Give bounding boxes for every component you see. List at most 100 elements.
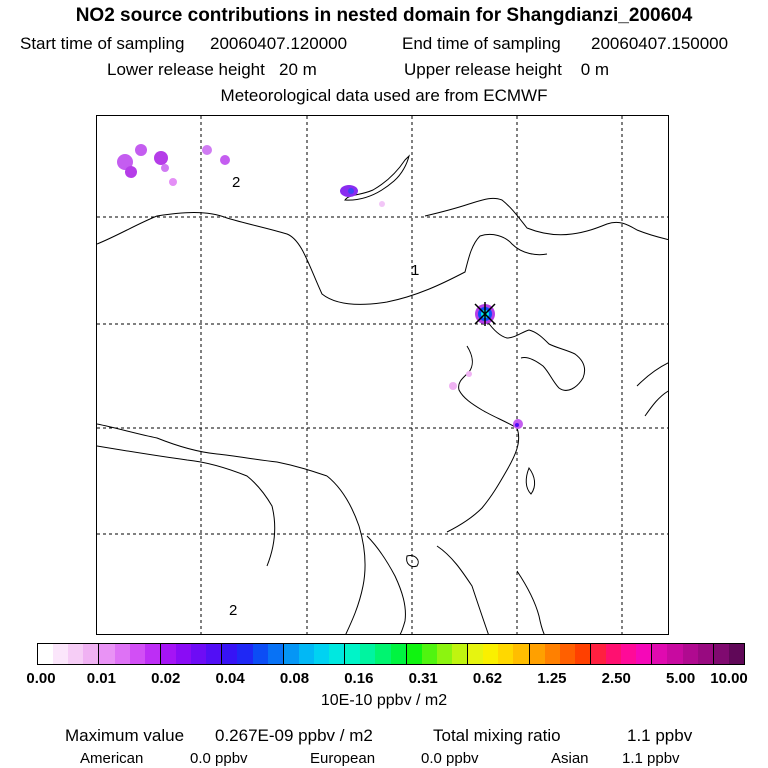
color-swatch [390, 644, 407, 664]
plume-blob [169, 178, 177, 186]
max-value: 0.267E-09 ppbv / m2 [215, 726, 373, 745]
color-bar-tick-label: 10.00 [710, 670, 748, 687]
end-time-value: 20060407.150000 [591, 34, 729, 53]
color-bar-tick-label: 5.00 [666, 670, 696, 687]
color-bar-tick-label: 2.50 [601, 670, 631, 687]
color-swatch [406, 644, 422, 664]
lower-release-height: Lower release height 20 m [107, 60, 317, 79]
color-swatch [652, 644, 668, 664]
color-swatch [237, 644, 253, 664]
color-bar-tick-label: 0.01 [86, 670, 116, 687]
color-swatch [283, 644, 299, 664]
color-swatch [38, 644, 54, 664]
color-swatch [191, 644, 207, 664]
plume-blob [135, 144, 147, 156]
color-bar-tick-label: 1.25 [537, 670, 567, 687]
plume-blob [125, 166, 137, 178]
plume-blob [379, 201, 385, 207]
asian-value: 1.1 ppbv [622, 750, 680, 767]
color-swatch [360, 644, 376, 664]
plume-blob [515, 423, 519, 427]
color-swatch [483, 644, 499, 664]
color-swatch [267, 644, 284, 664]
color-swatch [144, 644, 161, 664]
color-swatch [68, 644, 84, 664]
color-swatch [468, 644, 484, 664]
plume-blob [161, 164, 169, 172]
color-bar-tick-label: 0.00 [26, 670, 56, 687]
color-swatch [498, 644, 514, 664]
plume-blob [466, 371, 472, 377]
color-swatch [590, 644, 607, 664]
color-bar [37, 643, 745, 665]
asian-label: Asian [551, 750, 589, 767]
domain-label-2b: 2 [229, 602, 238, 619]
color-swatch [682, 644, 698, 664]
end-time-label: End time of sampling [402, 34, 561, 53]
no2-plumes [117, 144, 523, 429]
color-swatch [99, 644, 115, 664]
color-swatch [160, 644, 176, 664]
color-swatch [451, 644, 469, 664]
color-swatch [713, 644, 729, 664]
max-value-label: Maximum value [65, 726, 185, 745]
color-bar-tick-label: 0.31 [408, 670, 438, 687]
color-bar-units: 10E-10 ppbv / m2 [320, 692, 448, 709]
plume-blob [202, 145, 212, 155]
color-swatch [298, 644, 314, 664]
domain-label-2: 2 [232, 174, 241, 191]
color-bar-tick-label: 0.16 [344, 670, 374, 687]
color-swatch [606, 644, 622, 664]
map-panel: 2 1 2 [96, 115, 669, 635]
receptor-marker [474, 302, 496, 326]
color-swatch [313, 644, 330, 664]
color-swatch [436, 644, 452, 664]
start-time-label: Start time of sampling [20, 34, 185, 53]
european-label: European [310, 750, 376, 767]
met-data-source: Meteorological data used are from ECMWF [220, 86, 548, 105]
color-swatch [329, 644, 346, 664]
european-value: 0.0 ppbv [421, 750, 479, 767]
color-bar-tick-label: 0.08 [279, 670, 310, 687]
plot-title: NO2 source contributions in nested domai… [75, 5, 693, 26]
color-swatch [222, 644, 238, 664]
color-swatch [544, 644, 560, 664]
upper-release-height: Upper release height 0 m [404, 60, 610, 79]
american-value: 0.0 ppbv [190, 750, 248, 767]
plume-blob [449, 382, 457, 390]
color-swatch [513, 644, 530, 664]
color-swatch [53, 644, 69, 664]
american-label: American [80, 750, 144, 767]
color-swatch [574, 644, 591, 664]
lat-lon-grid [97, 116, 668, 634]
color-bar-tick-label: 0.04 [215, 670, 245, 687]
color-swatch [667, 644, 683, 664]
color-swatch [252, 644, 268, 664]
color-swatch [636, 644, 653, 664]
color-swatch [697, 644, 714, 664]
color-swatch [83, 644, 100, 664]
color-swatch [529, 644, 545, 664]
color-swatch [559, 644, 575, 664]
plume-blob [348, 188, 354, 194]
color-swatch [375, 644, 391, 664]
color-swatch [421, 644, 437, 664]
color-bar-tick-label: 0.02 [151, 670, 181, 687]
start-time-value: 20060407.120000 [210, 34, 348, 53]
color-swatch [129, 644, 145, 664]
total-mixing-value: 1.1 ppbv [627, 726, 693, 745]
color-swatch [728, 644, 745, 664]
total-mixing-label: Total mixing ratio [433, 726, 561, 745]
color-swatch [175, 644, 192, 664]
plume-blob [154, 151, 168, 165]
color-swatch [621, 644, 637, 664]
color-bar-tick-label: 0.62 [472, 670, 503, 687]
color-swatch [206, 644, 223, 664]
plume-blob [220, 155, 230, 165]
domain-label-1: 1 [411, 262, 420, 279]
color-swatch [114, 644, 130, 664]
map-canvas [97, 116, 668, 634]
color-swatch [345, 644, 361, 664]
plume-blob [117, 154, 133, 170]
coastlines [97, 154, 668, 634]
